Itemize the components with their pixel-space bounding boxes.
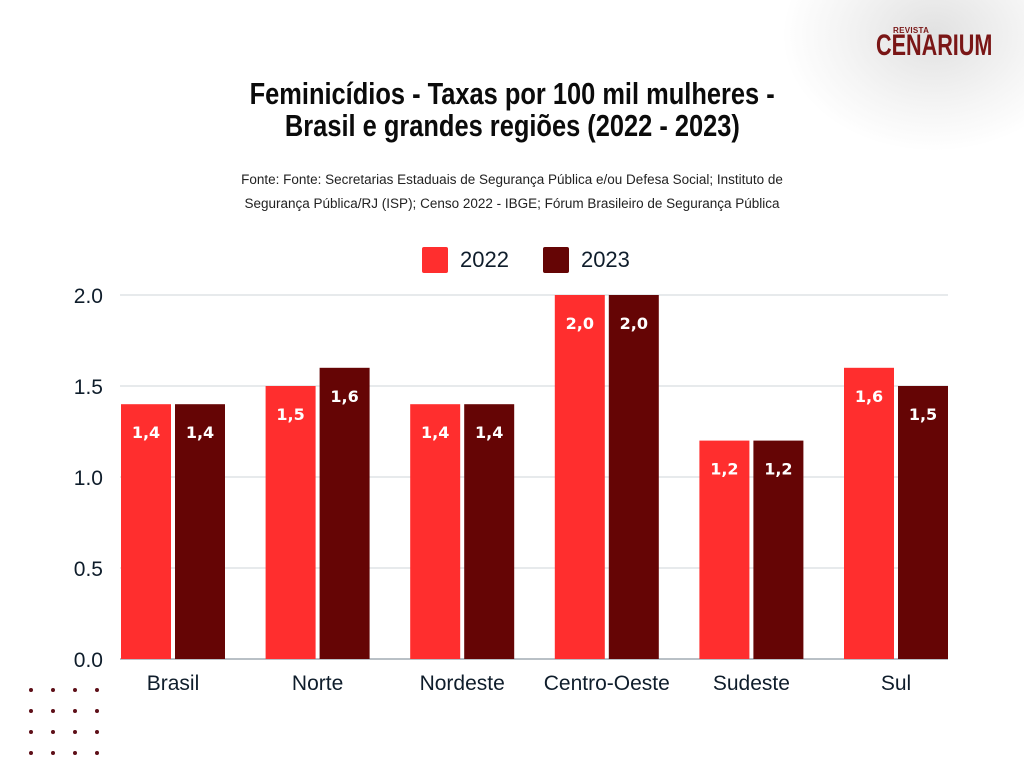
decorative-dot	[29, 730, 33, 734]
bar-2022-sudeste	[699, 440, 750, 659]
decorative-dot	[73, 709, 77, 713]
bar-2023-brasil	[175, 404, 225, 659]
legend-swatch-2022	[422, 247, 448, 273]
decorative-dot	[95, 688, 99, 692]
decorative-dot	[29, 751, 33, 755]
x-tick-label: Sul	[881, 672, 911, 695]
data-label: 1,2	[764, 460, 792, 479]
data-label: 1,2	[710, 460, 738, 479]
x-tick-label: Nordeste	[420, 672, 505, 695]
data-label: 1,5	[909, 405, 937, 424]
decorative-dot	[95, 709, 99, 713]
data-label: 1,6	[330, 387, 358, 406]
bar-2023-nordeste	[464, 404, 515, 659]
chart-title-line-2: Brasil e grandes regiões (2022 - 2023)	[284, 108, 740, 143]
decorative-dot	[51, 688, 55, 692]
legend-swatch-2023	[542, 247, 569, 273]
data-label: 1,4	[186, 423, 214, 442]
x-tick-label: Norte	[292, 672, 343, 695]
bar-2022-brasil	[121, 404, 171, 659]
x-tick-label: Centro-Oeste	[544, 672, 670, 695]
decorative-dot	[73, 730, 77, 734]
legend-label-2022: 2022	[460, 247, 509, 272]
y-tick-label: 2.0	[74, 285, 103, 308]
source-line-1: Fonte: Fonte: Secretarias Estaduais de S…	[241, 172, 783, 187]
decorative-dot	[73, 751, 77, 755]
y-tick-label: 0.0	[74, 649, 103, 672]
bar-2023-centro-oeste	[608, 295, 659, 659]
y-tick-label: 0.5	[74, 558, 103, 581]
data-label: 1,4	[132, 423, 160, 442]
decorative-dot	[73, 688, 77, 692]
decorative-dot	[95, 730, 99, 734]
decorative-dot	[51, 751, 55, 755]
source-note: Fonte: Fonte: Secretarias Estaduais de S…	[0, 168, 1024, 216]
brand-logo-name: CENARIUM	[876, 29, 993, 62]
bar-2022-nordeste	[410, 404, 461, 659]
brand-logo: REVISTA CENARIUM	[876, 20, 1006, 65]
y-tick-label: 1.5	[74, 376, 103, 399]
bar-2023-sudeste	[753, 440, 804, 659]
bar-2022-sul	[844, 367, 894, 659]
decorative-dot	[29, 709, 33, 713]
legend-label-2023: 2023	[580, 247, 630, 272]
source-line-2: Segurança Pública/RJ (ISP); Censo 2022 -…	[244, 196, 780, 211]
decorative-dot	[95, 751, 99, 755]
bar-2023-norte	[319, 367, 370, 659]
data-label: 1,4	[421, 423, 449, 442]
data-label: 1,5	[276, 405, 304, 424]
x-tick-label: Sudeste	[713, 672, 790, 695]
bar-2022-centro-oeste	[554, 295, 605, 659]
decorative-dot	[51, 730, 55, 734]
data-label: 1,6	[855, 387, 883, 406]
bar-2023-sul	[898, 386, 948, 659]
decorative-dot	[29, 688, 33, 692]
decorative-dot-grid	[25, 688, 115, 768]
chart-title-line-1: Feminicídios - Taxas por 100 mil mulhere…	[249, 76, 775, 111]
y-tick-label: 1.0	[74, 467, 103, 490]
x-tick-label: Brasil	[147, 672, 200, 695]
data-label: 2,0	[620, 314, 648, 333]
data-label: 2,0	[566, 314, 594, 333]
data-label: 1,4	[475, 423, 503, 442]
legend: 2022 2023	[422, 246, 664, 274]
decorative-dot	[51, 709, 55, 713]
bar-2022-norte	[265, 386, 316, 659]
chart-title: Feminicídios - Taxas por 100 mil mulhere…	[0, 78, 1024, 142]
brand-logo-small: REVISTA	[893, 26, 930, 35]
